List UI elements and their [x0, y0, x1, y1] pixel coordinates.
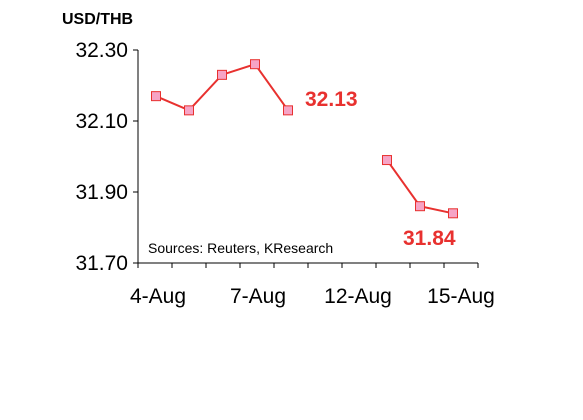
- x-tick-label: 7-Aug: [230, 285, 286, 308]
- x-tick-label: 4-Aug: [130, 285, 186, 308]
- x-tick-label: 15-Aug: [427, 285, 495, 308]
- source-note: Sources: Reuters, KResearch: [148, 240, 333, 256]
- y-tick-label: 32.30: [75, 39, 128, 62]
- x-tick-label: 12-Aug: [324, 285, 392, 308]
- x-tick-labels: 4-Aug 7-Aug 12-Aug 15-Aug: [130, 263, 495, 308]
- y-tick-labels: 32.30 32.10 31.90 31.70: [75, 39, 138, 275]
- data-point: [217, 69, 227, 80]
- data-point: [448, 208, 458, 219]
- chart-title: USD/THB: [62, 11, 133, 28]
- y-tick-label: 31.90: [75, 181, 128, 204]
- series-line: [155, 63, 454, 215]
- data-point: [415, 201, 425, 212]
- series-markers: [151, 59, 458, 219]
- y-tick-label: 31.70: [75, 252, 128, 275]
- data-point: [184, 105, 194, 116]
- annotation-first-week: 32.13: [305, 88, 358, 111]
- data-point: [382, 155, 392, 166]
- y-tick-label: 32.10: [75, 110, 128, 133]
- data-point: [283, 105, 293, 116]
- annotation-second-week: 31.84: [403, 227, 456, 250]
- data-point: [151, 91, 161, 102]
- data-point: [250, 59, 260, 70]
